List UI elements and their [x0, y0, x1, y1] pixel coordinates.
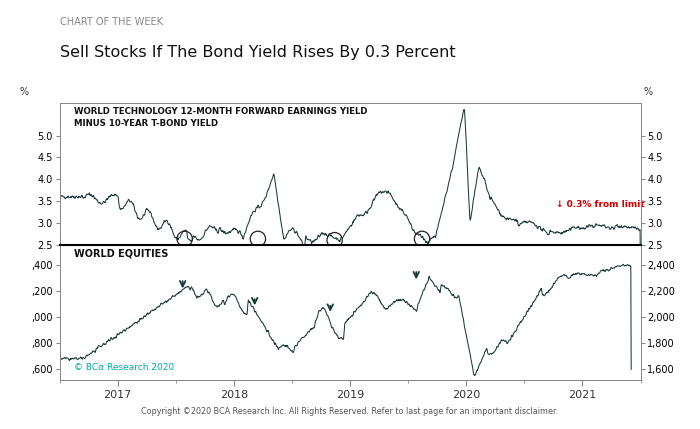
Text: © BCα Research 2020: © BCα Research 2020	[74, 363, 174, 372]
Text: %: %	[20, 87, 29, 97]
Text: %: %	[643, 87, 652, 97]
Text: Copyright ©2020 BCA Research Inc. All Rights Reserved. Refer to last page for an: Copyright ©2020 BCA Research Inc. All Ri…	[141, 407, 559, 416]
Text: WORLD EQUITIES: WORLD EQUITIES	[74, 248, 169, 259]
Text: WORLD TECHNOLOGY 12-MONTH FORWARD EARNINGS YIELD
MINUS 10-YEAR T-BOND YIELD: WORLD TECHNOLOGY 12-MONTH FORWARD EARNIN…	[74, 107, 368, 128]
Text: Sell Stocks If The Bond Yield Rises By 0.3 Percent: Sell Stocks If The Bond Yield Rises By 0…	[60, 45, 455, 60]
Text: ↓ 0.3% from limit: ↓ 0.3% from limit	[556, 199, 645, 208]
Text: CHART OF THE WEEK: CHART OF THE WEEK	[60, 17, 162, 27]
